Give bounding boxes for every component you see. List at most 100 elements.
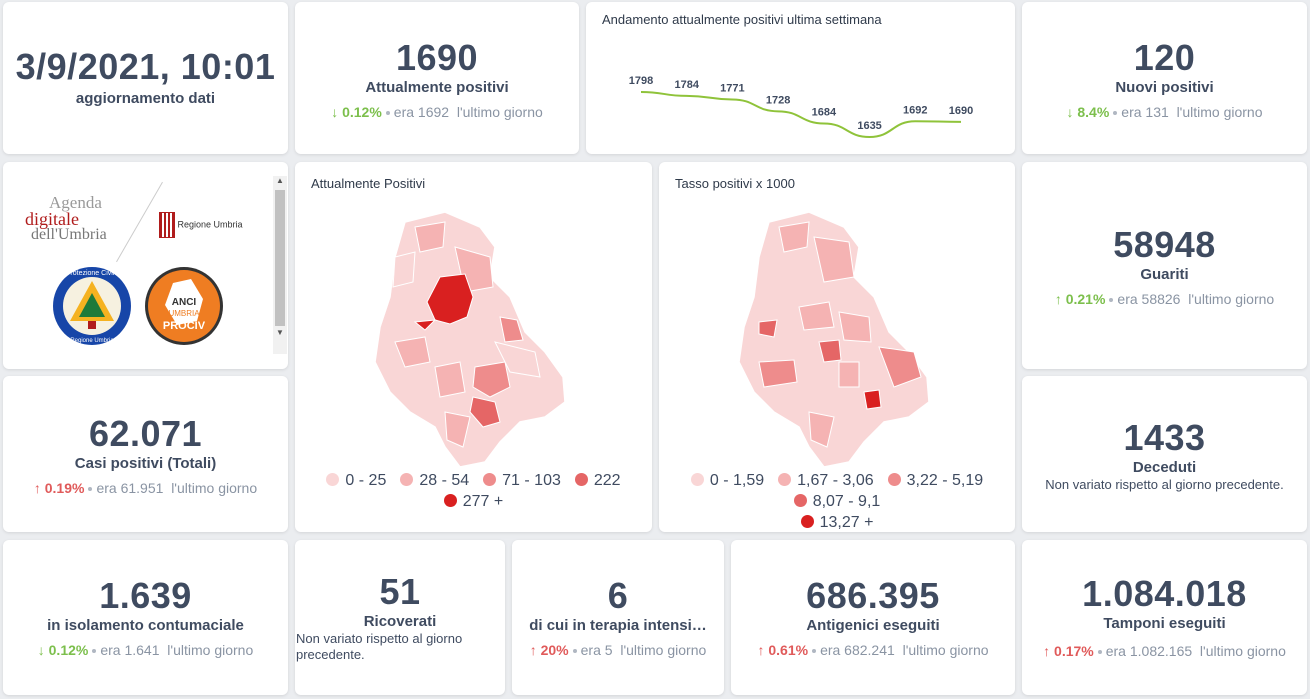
guariti-pct: 0.21% — [1065, 291, 1106, 307]
weekly-data-label: 1798 — [629, 75, 653, 87]
terapia-prev: era 5 — [580, 642, 613, 658]
legend-swatch-icon — [800, 515, 814, 528]
casi-label: Casi positivi (Totali) — [74, 455, 217, 472]
scroll-down-icon[interactable]: ▼ — [276, 328, 284, 337]
ricoverati-note: Non variato rispetto al giorno precedent… — [296, 631, 463, 662]
svg-text:Protezione Civile: Protezione Civile — [66, 270, 119, 277]
map2-legend-item: 1,67 - 3,06 — [778, 470, 874, 491]
arrow-down-icon: ↓ — [37, 642, 45, 658]
positivi-card: 1690 Attualmente positivi ↓ 0.12% era 169… — [295, 2, 579, 154]
nuovi-pct: 8.4% — [1077, 104, 1110, 120]
weekly-chart-card: Andamento attualmente positivi ultima se… — [586, 2, 1015, 154]
weekly-line-chart: 1798 1784 1771 1728 1684 1635 1692 1690 — [629, 75, 973, 139]
agenda-digitale-logo: Agenda digitale dell'Umbria — [25, 193, 107, 243]
antigenici-prev: era 682.241 — [820, 642, 895, 658]
isolamento-value: 1.639 — [99, 575, 192, 616]
positivi-label: Attualmente positivi — [365, 79, 509, 96]
terapia-change: ↑ 20% era 5 l'ultimo giorno — [512, 641, 724, 659]
antigenici-period: l'ultimo giorno — [902, 642, 989, 658]
arrow-up-icon: ↑ — [1043, 643, 1051, 659]
map2-legend-item: 3,22 - 5,19 — [887, 470, 984, 491]
scroll-up-icon[interactable]: ▲ — [276, 176, 284, 185]
weekly-data-label: 1635 — [857, 120, 881, 132]
weekly-data-label: 1784 — [674, 79, 699, 91]
umbria-map-positivi — [374, 211, 566, 468]
map1-legend-item: 222 — [574, 470, 621, 491]
isolamento-pct: 0.12% — [48, 642, 89, 658]
casi-period: l'ultimo giorno — [171, 480, 258, 496]
tamponi-pct: 0.17% — [1054, 643, 1094, 659]
map1-legend: 0 - 25 28 - 54 71 - 103 222 277 + — [295, 470, 652, 512]
anci-umbria-logo: ANCI UMBRIA PROCIV — [145, 267, 223, 345]
guariti-change: ↑ 0.21% era 58826 l'ultimo giorno — [1022, 290, 1307, 308]
arrow-up-icon: ↑ — [529, 642, 537, 658]
svg-text:UMBRIA: UMBRIA — [168, 309, 200, 318]
scrollbar-thumb[interactable] — [275, 190, 285, 326]
map2-title: Tasso positivi x 1000 — [675, 176, 795, 191]
tamponi-value: 1.084.018 — [1082, 573, 1247, 614]
protezione-civile-logo: Protezione Civile Regione Umbria — [53, 267, 131, 345]
weekly-data-label: 1692 — [903, 104, 927, 116]
terapia-card: 6 di cui in terapia intensi… ↑ 20% era 5 … — [512, 540, 724, 695]
map2-legend: 0 - 1,59 1,67 - 3,06 3,22 - 5,19 8,07 - 9,1… — [659, 470, 1015, 532]
deceduti-value: 1433 — [1123, 417, 1206, 458]
antigenici-value: 686.395 — [806, 575, 940, 616]
legend-swatch-icon — [483, 473, 497, 486]
positivi-value: 1690 — [395, 37, 479, 78]
update-card: 3/9/2021, 10:01 aggiornamento dati — [3, 2, 288, 154]
positivi-pct: 0.12% — [342, 104, 382, 120]
map1-legend-label: 28 - 54 — [419, 472, 470, 489]
nuovi-value: 120 — [1133, 37, 1196, 78]
umbria-map-tasso — [738, 211, 930, 468]
svg-text:PROCIV: PROCIV — [163, 320, 206, 332]
map2-legend-item: 0 - 1,59 — [690, 470, 764, 491]
deceduti-note: Non variato rispetto al giorno precedent… — [1045, 477, 1284, 492]
map1-legend-label: 0 - 25 — [345, 472, 387, 489]
antigenici-change: ↑ 0.61% era 682.241 l'ultimo giorno — [731, 641, 1015, 659]
ricoverati-card: 51 Ricoverati Non variato rispetto al gi… — [295, 540, 505, 695]
weekly-data-label: 1771 — [720, 82, 744, 94]
legend-swatch-icon — [793, 494, 807, 507]
weekly-data-label: 1690 — [949, 105, 973, 117]
guariti-period: l'ultimo giorno — [1188, 291, 1275, 307]
map2-legend-label: 8,07 - 9,1 — [812, 493, 881, 510]
antigenici-label: Antigenici eseguiti — [806, 617, 940, 634]
map1-legend-item: 0 - 25 — [326, 470, 386, 491]
arrow-down-icon: ↓ — [331, 104, 339, 120]
nuovi-change: ↓ 8.4% era 131 l'ultimo giorno — [1022, 103, 1307, 121]
tamponi-change: ↑ 0.17% era 1.082.165 l'ultimo giorno — [1022, 642, 1307, 660]
nuovi-period: l'ultimo giorno — [1176, 104, 1263, 120]
map2-legend-item: 13,27 + — [800, 512, 874, 532]
casi-card: 62.071 Casi positivi (Totali) ↑ 0.19% era… — [3, 376, 288, 532]
map2-legend-label: 3,22 - 5,19 — [906, 472, 984, 489]
tamponi-label: Tamponi eseguiti — [1103, 615, 1226, 632]
legend-swatch-icon — [326, 473, 340, 486]
map2-legend-label: 1,67 - 3,06 — [797, 472, 874, 489]
regione-umbria-logo: Regione Umbria — [159, 212, 243, 238]
isolamento-change: ↓ 0.12% era 1.641 l'ultimo giorno — [3, 641, 288, 659]
nuovi-card: 120 Nuovi positivi ↓ 8.4% era 131 l'ultim… — [1022, 2, 1307, 154]
terapia-value: 6 — [607, 575, 629, 616]
weekly-series-line — [640, 91, 962, 139]
map-attualmente-positivi-card: Attualmente Positivi 0 - 25 28 - 54 71 - 1… — [295, 162, 652, 532]
positivi-period: l'ultimo giorno — [456, 104, 543, 120]
tamponi-card: 1.084.018 Tamponi eseguiti ↑ 0.17% era 1.… — [1022, 540, 1307, 695]
ricoverati-value: 51 — [379, 571, 421, 612]
legend-swatch-icon — [443, 494, 457, 507]
map1-legend-item: 71 - 103 — [483, 470, 561, 491]
guariti-value: 58948 — [1113, 224, 1216, 265]
isolamento-card: 1.639 in isolamento contumaciale ↓ 0.12%… — [3, 540, 288, 695]
weekly-chart-title: Andamento attualmente positivi ultima se… — [602, 12, 882, 27]
map1-legend-label: 71 - 103 — [502, 472, 561, 489]
terapia-pct: 20% — [540, 642, 569, 658]
arrow-up-icon: ↑ — [33, 480, 41, 496]
map1-legend-label: 222 — [593, 472, 621, 489]
legend-swatch-icon — [574, 473, 588, 486]
legend-swatch-icon — [400, 473, 414, 486]
svg-text:Regione Umbria: Regione Umbria — [70, 338, 114, 344]
map1-legend-item: 277 + — [443, 491, 503, 512]
logos-scrollbar[interactable]: ▲ ▼ — [273, 176, 287, 354]
antigenici-card: 686.395 Antigenici eseguiti ↑ 0.61% era 6… — [731, 540, 1015, 695]
ricoverati-label: Ricoverati — [363, 613, 437, 630]
map2-legend-label: 13,27 + — [819, 514, 874, 531]
